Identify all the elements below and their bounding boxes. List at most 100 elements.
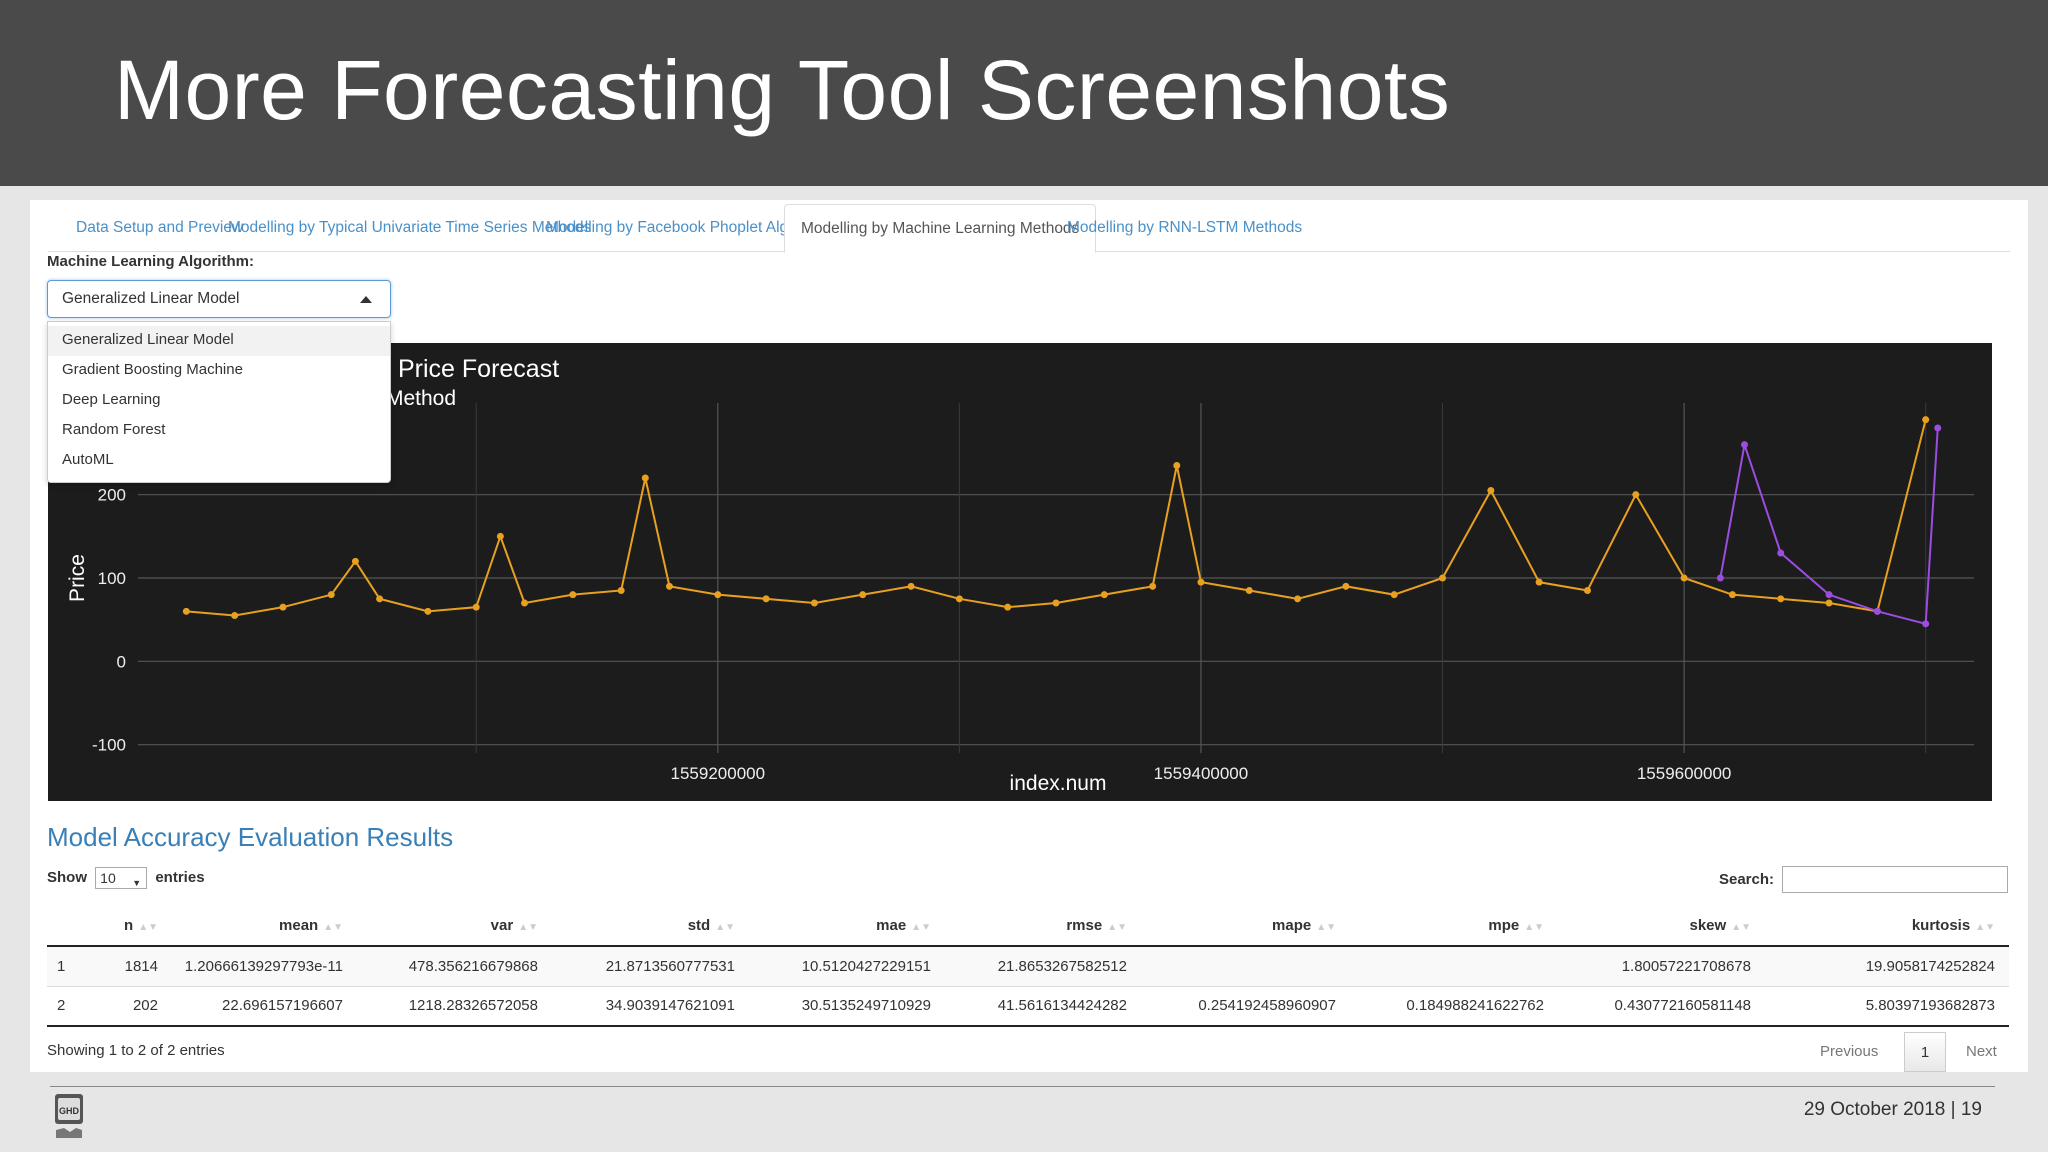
actual-point (182, 607, 190, 615)
actual-point (1173, 462, 1181, 469)
pagination: Previous 1 Next (1820, 1032, 2010, 1072)
search-input[interactable] (1782, 866, 2008, 893)
table-header-row: n ▲▼ mean ▲▼ var ▲▼ std ▲▼ mae ▲▼ rmse ▲▼ mape… (47, 906, 2009, 947)
col-header-skew[interactable]: skew ▲▼ (1558, 906, 1765, 947)
actual-point (327, 591, 335, 599)
col-header-mean[interactable]: mean ▲▼ (172, 906, 357, 947)
show-entries-control: Show 10 ▼ entries (47, 867, 205, 889)
col-header-mpe[interactable]: mpe ▲▼ (1350, 906, 1558, 947)
footer-date-page: 29 October 2018 | 19 (1803, 1099, 1982, 1120)
tab-machine-learning[interactable]: Modelling by Machine Learning Methods (784, 204, 1097, 253)
actual-point (810, 599, 818, 607)
cell-mpe: 0.184988241622762 (1350, 986, 1558, 1027)
actual-point (1245, 587, 1253, 594)
accuracy-table: n ▲▼ mean ▲▼ var ▲▼ std ▲▼ mae ▲▼ rmse ▲▼ mape… (47, 906, 2009, 1027)
cell-n: 202 (102, 986, 172, 1027)
forecast-point (1741, 441, 1748, 449)
col-header-label: mean (279, 917, 319, 934)
table-info: Showing 1 to 2 of 2 entries (47, 1042, 225, 1059)
col-header-std[interactable]: std ▲▼ (552, 906, 749, 947)
col-header-label: n (124, 917, 134, 934)
option-deep-learning[interactable]: Deep Learning (62, 391, 161, 408)
actual-point (1197, 578, 1205, 586)
cell-mae: 10.5120427229151 (749, 946, 945, 987)
actual-point (1632, 491, 1640, 499)
col-header-label: rmse (1066, 917, 1103, 934)
col-header-var[interactable]: var ▲▼ (357, 906, 552, 947)
option-random-forest[interactable]: Random Forest (62, 421, 166, 438)
tab-univariate[interactable]: Modelling by Typical Univariate Time Ser… (228, 219, 592, 236)
col-header-mae[interactable]: mae ▲▼ (749, 906, 945, 947)
actual-point (955, 595, 963, 603)
option-automl[interactable]: AutoML (62, 451, 114, 468)
forecast-point (1934, 424, 1942, 432)
algorithm-dropdown-menu: Generalized Linear Model Gradient Boosti… (47, 321, 391, 483)
cell-rmse: 21.8653267582512 (945, 946, 1141, 987)
col-header-label: kurtosis (1911, 917, 1971, 934)
page-length-select[interactable]: 10 ▼ (95, 867, 148, 889)
footer-divider (50, 1086, 1995, 1087)
cell-mean: 1.20666139297793e-11 (172, 946, 357, 987)
y-tick-label: -100 (92, 736, 126, 755)
sort-icon: ▲▼ (1107, 922, 1127, 933)
y-tick-label: 200 (98, 486, 126, 505)
cell-mape: 0.254192458960907 (1141, 986, 1350, 1027)
sort-icon: ▲▼ (911, 922, 931, 933)
previous-button[interactable]: Previous (1820, 1043, 1879, 1060)
col-header-label: std (687, 917, 711, 934)
x-axis-label: index.num (1010, 772, 1107, 795)
tab-rnn-lstm[interactable]: Modelling by RNN-LSTM Methods (1067, 219, 1303, 236)
col-header-label: var (490, 917, 514, 934)
table-search: Search: (1608, 866, 2008, 897)
actual-point (1535, 578, 1543, 586)
actual-point (1680, 574, 1688, 582)
forecast-point (1873, 607, 1881, 615)
sort-icon: ▲▼ (518, 922, 538, 933)
page-1-button[interactable]: 1 (1904, 1032, 1946, 1072)
actual-point (859, 591, 867, 599)
col-header-mape[interactable]: mape ▲▼ (1141, 906, 1350, 947)
forecast-point (1716, 574, 1724, 582)
search-label: Search: (1718, 871, 1774, 888)
actual-point (279, 603, 287, 611)
cell-std: 21.8713560777531 (552, 946, 749, 987)
actual-price-line (186, 419, 1927, 617)
forecasting-app: Data Setup and Preview Modelling by Typi… (30, 200, 2028, 1072)
cell-kurtosis: 5.80397193682873 (1765, 986, 2009, 1027)
tab-prophet[interactable]: Modelling by Facebook Phoplet Algorithm (546, 219, 832, 236)
option-glm[interactable]: Generalized Linear Model (48, 326, 390, 356)
y-tick-label: 100 (98, 569, 126, 588)
actual-point (1777, 595, 1785, 603)
col-header-label: skew (1689, 917, 1727, 934)
sort-icon: ▲▼ (1524, 922, 1544, 933)
next-button[interactable]: Next (1966, 1043, 1997, 1060)
actual-point (351, 557, 359, 565)
option-gbm[interactable]: Gradient Boosting Machine (62, 361, 243, 378)
cell-index: 2 (47, 986, 102, 1027)
cell-var: 478.356216679868 (357, 946, 552, 987)
x-tick-label: 1559600000 (1637, 764, 1732, 783)
table-row: 2 202 22.696157196607 1218.28326572058 3… (47, 986, 2009, 1027)
cell-index: 1 (47, 946, 102, 987)
page-length-value: 10 (100, 870, 116, 886)
cell-mae: 30.5135249710929 (749, 986, 945, 1027)
actual-point (617, 587, 625, 594)
tab-data-setup[interactable]: Data Setup and Preview (76, 219, 244, 236)
actual-point (1342, 582, 1350, 590)
col-header-label: mpe (1488, 917, 1520, 934)
col-header-n[interactable]: n ▲▼ (102, 906, 172, 947)
col-header-rmse[interactable]: rmse ▲▼ (945, 906, 1141, 947)
actual-point (424, 607, 432, 615)
col-header-kurtosis[interactable]: kurtosis ▲▼ (1765, 906, 2009, 947)
col-header-label: mae (876, 917, 907, 934)
slide-title-bar: More Forecasting Tool Screenshots (0, 0, 2048, 186)
sort-icon: ▲▼ (323, 922, 343, 933)
forecast-point (1777, 549, 1785, 557)
dropdown-arrow-icon: ▼ (132, 878, 142, 888)
algorithm-select[interactable]: Generalized Linear Model (47, 280, 391, 318)
cell-kurtosis: 19.9058174252824 (1765, 946, 2009, 987)
algorithm-label: Machine Learning Algorithm: (47, 253, 254, 270)
actual-point (1294, 595, 1302, 603)
cell-skew: 0.430772160581148 (1558, 986, 1765, 1027)
sort-icon: ▲▼ (1731, 922, 1751, 933)
